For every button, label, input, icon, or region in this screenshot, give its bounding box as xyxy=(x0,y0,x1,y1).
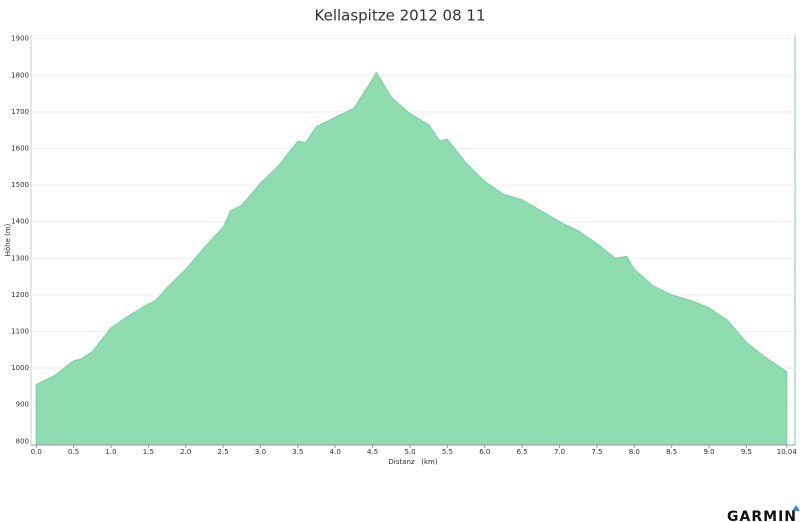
x-tick-label: 10.04 xyxy=(777,448,798,456)
x-tick-label: 1.5 xyxy=(143,448,154,456)
elevation-area xyxy=(35,71,788,446)
x-tick-label: 0.5 xyxy=(68,448,79,456)
y-tick-label: 800 xyxy=(16,437,29,445)
logo: GARMIN xyxy=(727,509,797,522)
x-tick-label: 5.0 xyxy=(404,448,415,456)
y-tick-label: 1300 xyxy=(11,254,29,262)
x-tick-label: 7.5 xyxy=(591,448,602,456)
x-tick-label: 2.5 xyxy=(218,448,229,456)
x-tick-label: 8.5 xyxy=(666,448,677,456)
y-tick-label: 1900 xyxy=(11,35,29,43)
x-tick-label: 6.0 xyxy=(479,448,490,456)
x-tick-label: 6.5 xyxy=(517,448,528,456)
x-tick-label: 7.0 xyxy=(554,448,565,456)
x-tick-label: 1.0 xyxy=(105,448,116,456)
y-tick-label: 1000 xyxy=(11,364,29,372)
x-tick-label: 4.0 xyxy=(330,448,341,456)
x-tick-label: 3.0 xyxy=(255,448,266,456)
logo-icon xyxy=(792,505,800,511)
x-tick-label: 8.0 xyxy=(629,448,640,456)
x-tick-label: 3.5 xyxy=(292,448,303,456)
chart-title: Kellaspitze 2012 08 11 xyxy=(315,7,486,25)
x-tick-label: 4.5 xyxy=(367,448,378,456)
x-tick-label: 5.5 xyxy=(442,448,453,456)
y-tick-label: 1700 xyxy=(11,108,29,116)
y-tick-label: 900 xyxy=(16,401,29,409)
x-tick-label: 9.0 xyxy=(703,448,714,456)
y-axis-label: Höhe (m) xyxy=(4,223,12,256)
x-axis-label: Distanz (km) xyxy=(388,458,437,466)
x-tick-label: 0.0 xyxy=(31,448,42,456)
y-tick-label: 1400 xyxy=(11,218,29,226)
y-tick-label: 1600 xyxy=(11,144,29,152)
x-tick-label: 9.5 xyxy=(741,448,752,456)
y-tick-label: 1100 xyxy=(11,328,29,336)
y-tick-label: 1200 xyxy=(11,291,29,299)
x-tick-label: 2.0 xyxy=(180,448,191,456)
y-tick-label: 1500 xyxy=(11,181,29,189)
y-tick-label: 1800 xyxy=(11,71,29,79)
